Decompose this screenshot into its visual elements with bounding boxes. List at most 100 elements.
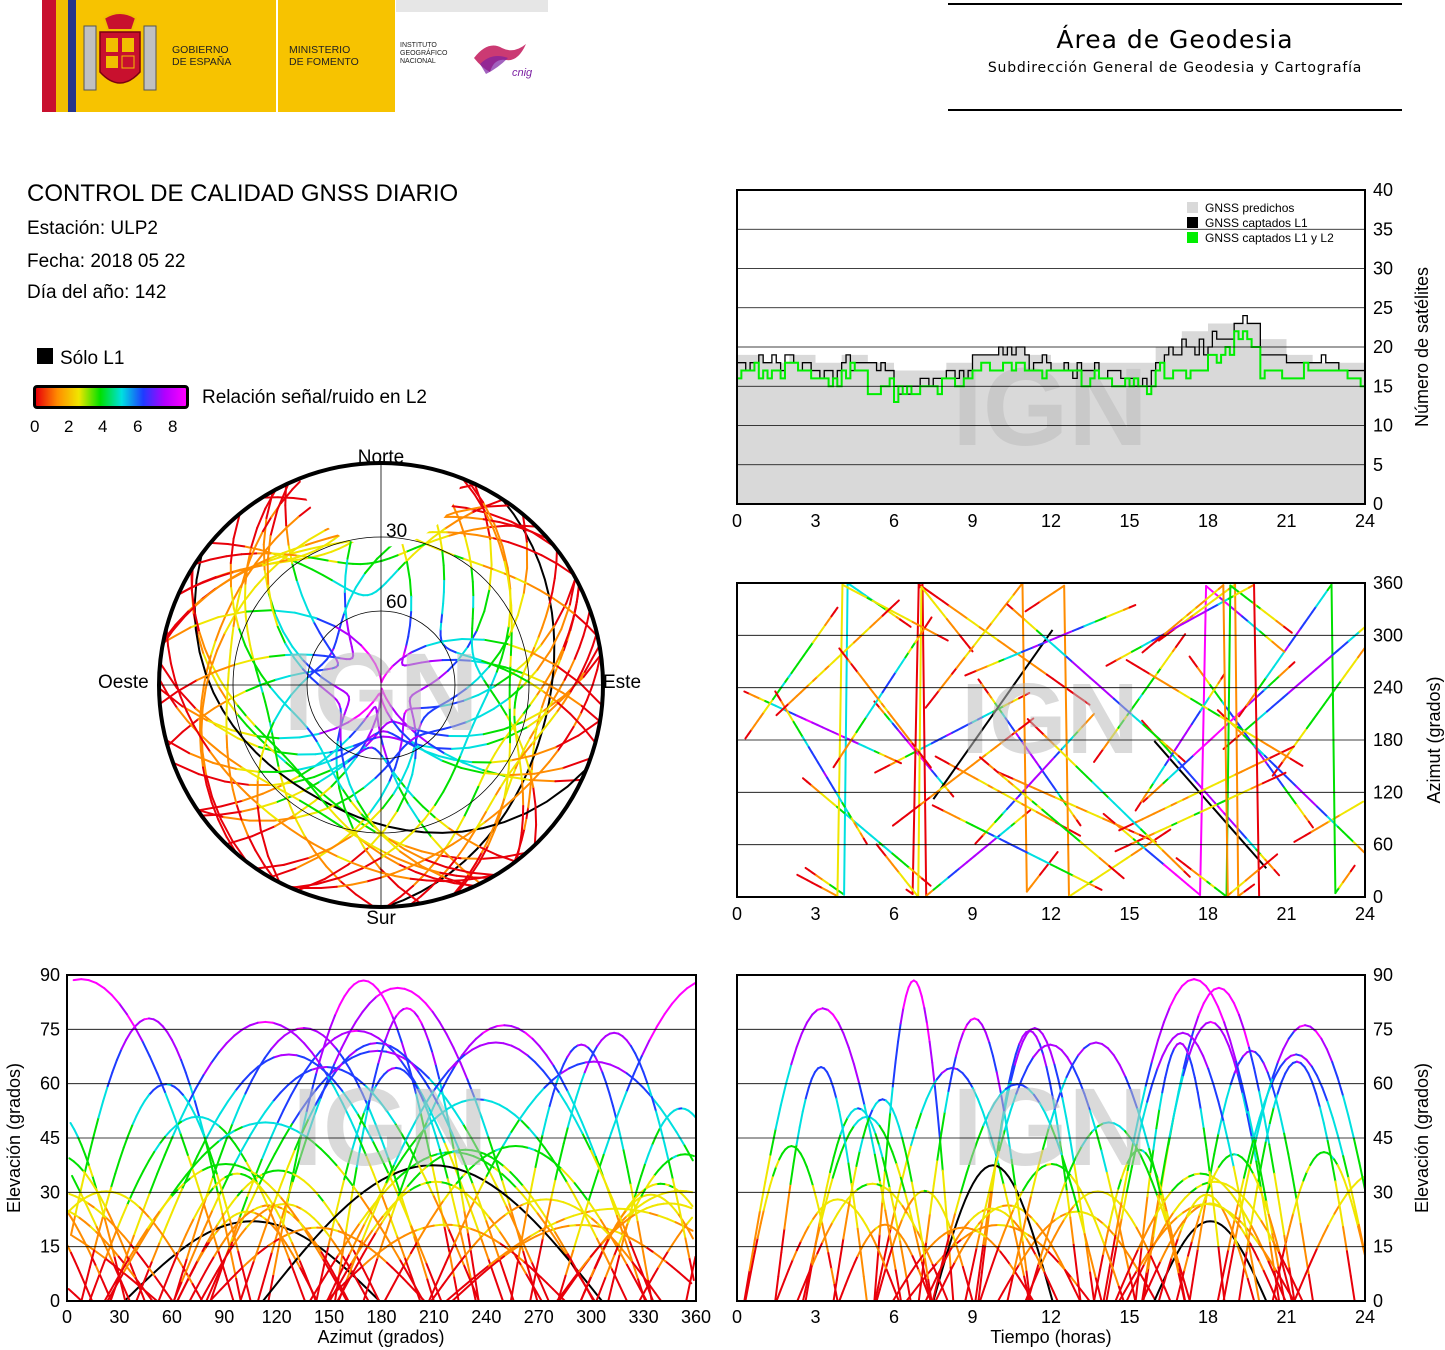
track-segment — [430, 849, 444, 858]
track-segment — [506, 1108, 516, 1116]
track-segment — [479, 1236, 490, 1260]
track-segment — [210, 1051, 220, 1065]
track-segment — [1271, 640, 1280, 648]
track-segment — [464, 1282, 473, 1291]
track-segment — [193, 1155, 204, 1167]
label-north: Norte — [358, 447, 404, 468]
track-segment — [559, 1076, 569, 1093]
track-segment — [467, 551, 473, 569]
track-segment — [435, 747, 453, 750]
track-segment — [413, 1171, 422, 1180]
track-segment — [356, 1112, 367, 1128]
track-segment — [868, 1127, 876, 1156]
track-segment — [256, 1020, 267, 1024]
track-segment — [109, 1278, 118, 1292]
track-segment — [206, 1231, 214, 1243]
track-segment — [1074, 836, 1082, 843]
track-segment — [1072, 1243, 1079, 1274]
track-segment — [1338, 881, 1345, 889]
track-segment — [635, 1196, 642, 1207]
track-segment — [246, 793, 260, 806]
track-segment — [102, 1281, 109, 1293]
track-segment — [1221, 1097, 1228, 1117]
track-segment — [348, 783, 359, 803]
track-segment — [685, 1205, 693, 1210]
track-segment — [1141, 1270, 1148, 1302]
track-segment — [1283, 1234, 1291, 1270]
track-segment — [593, 1208, 602, 1222]
track-segment — [248, 1021, 259, 1027]
track-segment — [1248, 733, 1257, 739]
track-segment — [832, 1013, 840, 1024]
track-segment — [83, 1152, 91, 1174]
track-segment — [403, 785, 414, 798]
track-segment — [1261, 779, 1270, 785]
track-segment — [521, 1120, 531, 1131]
track-segment — [326, 805, 338, 818]
track-segment — [181, 1233, 188, 1245]
track-segment — [391, 1238, 400, 1244]
track-segment — [1036, 804, 1044, 811]
track-segment — [379, 1246, 388, 1253]
track-segment — [432, 1090, 442, 1107]
track-segment — [987, 832, 996, 838]
track-segment — [683, 1195, 690, 1202]
track-segment — [472, 714, 479, 727]
track-segment — [1183, 870, 1191, 878]
track-segment — [1134, 823, 1143, 831]
track-segment — [538, 1045, 548, 1057]
track-segment — [416, 1229, 425, 1243]
track-segment — [263, 1047, 273, 1059]
track-segment — [1188, 1273, 1195, 1302]
track-segment — [117, 1255, 126, 1265]
track-segment — [246, 724, 258, 738]
y-tick-label: 0 — [50, 1291, 60, 1311]
track-segment — [550, 1178, 557, 1200]
track-segment — [261, 690, 267, 703]
track-segment — [444, 1244, 455, 1265]
track-segment — [260, 737, 268, 760]
track-segment — [684, 1224, 691, 1233]
track-segment — [805, 1013, 814, 1024]
track-segment — [483, 1152, 493, 1159]
track-segment — [533, 1258, 540, 1281]
track-segment — [935, 1071, 943, 1081]
track-segment — [216, 1262, 223, 1273]
track-segment — [147, 1265, 156, 1277]
track-segment — [528, 681, 544, 693]
track-segment — [371, 1091, 381, 1103]
track-segment — [1082, 699, 1091, 706]
track-segment — [658, 1255, 667, 1263]
track-segment — [1042, 733, 1051, 742]
x-tick-label: 15 — [1119, 904, 1139, 924]
track-segment — [589, 1249, 598, 1258]
track-segment — [325, 690, 334, 697]
track-segment — [1026, 718, 1035, 726]
track-segment — [276, 482, 290, 511]
track-segment — [118, 1146, 125, 1162]
track-segment — [461, 1098, 471, 1103]
track-segment — [445, 1033, 455, 1049]
ign-label: INSTITUTO GEOGRÁFICO NACIONAL — [400, 42, 448, 65]
track-segment — [138, 1231, 148, 1247]
track-segment — [217, 1042, 228, 1054]
track-segment — [540, 698, 546, 709]
track-segment — [202, 1200, 212, 1227]
track-segment — [282, 1123, 293, 1140]
track-segment — [318, 796, 329, 808]
track-segment — [356, 1222, 366, 1240]
track-segment — [360, 1237, 368, 1248]
track-segment — [365, 1203, 376, 1215]
track-segment — [1310, 1065, 1319, 1077]
track-segment — [514, 731, 518, 742]
track-segment — [176, 707, 189, 722]
track-segment — [289, 1081, 300, 1097]
track-segment — [971, 1087, 979, 1101]
track-segment — [104, 1216, 113, 1225]
track-segment — [335, 883, 354, 888]
track-segment — [584, 1255, 592, 1265]
track-segment — [540, 1276, 549, 1285]
track-segment — [464, 1165, 474, 1185]
track-segment — [503, 1024, 513, 1028]
